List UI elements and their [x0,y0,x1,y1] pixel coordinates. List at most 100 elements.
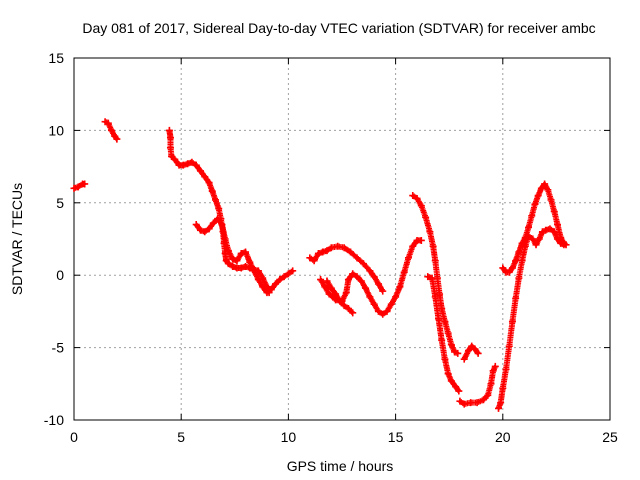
data-point [233,257,241,265]
marker-trace [499,181,569,276]
data-point [424,273,432,281]
data-point [480,396,488,404]
data-point [562,241,570,249]
data-point [171,155,179,163]
data-point [417,236,425,244]
data-point [396,283,404,291]
series-arc-4 [192,215,297,297]
data-point [471,345,479,353]
data-point [460,400,468,408]
y-tick-label: 5 [56,195,64,211]
data-point [431,257,439,265]
data-point [323,247,331,255]
data-point [166,134,174,142]
data-point [550,228,558,236]
y-axis-label: SDTVAR / TECUs [9,183,25,295]
data-point [455,387,463,395]
plot-frame [73,57,611,421]
data-point [535,235,543,243]
data-point [259,283,267,291]
data-point [340,302,348,310]
data-point [499,264,507,272]
data-point [81,180,89,188]
series-arc-5 [306,242,387,295]
data-point [541,180,549,188]
y-tick-label: -10 [44,412,64,428]
data-point [417,202,425,210]
data-point [467,399,475,407]
data-point [108,126,116,134]
data-point [426,228,434,236]
data-point [456,397,464,405]
data-point [512,257,520,265]
x-tick-label: 20 [495,429,511,445]
data-point [289,267,297,275]
data-point [218,221,226,229]
data-point [334,242,342,250]
data-point [460,355,468,363]
data-point [495,404,503,412]
data-point [229,263,237,271]
data-point [314,249,322,257]
series-arc-10 [460,342,482,363]
data-point [209,219,217,227]
data-point [505,268,513,276]
data-point [250,267,258,275]
data-point [196,167,204,175]
data-point [280,273,288,281]
data-point [344,305,352,313]
data-point [452,383,460,391]
data-point [306,254,314,262]
data-point [429,242,437,250]
data-point [484,391,492,399]
data-point [531,200,539,208]
data-point [379,287,387,295]
data-point [166,144,174,152]
data-point [246,258,254,266]
data-point [70,184,78,192]
x-axis-label: GPS time / hours [287,458,394,474]
data-point [508,318,516,326]
data-point [327,244,335,252]
data-point [359,260,367,268]
data-point [196,226,204,234]
data-point [353,254,361,262]
data-point [505,342,513,350]
data-point [537,184,545,192]
data-point [374,307,382,315]
series-arc-7 [323,277,357,317]
data-point [242,248,250,256]
data-point [444,370,452,378]
data-point [201,228,209,236]
data-point [347,248,355,256]
data-point [550,207,558,215]
data-point [454,349,462,357]
data-point [366,293,374,301]
x-tick-label: 0 [70,429,78,445]
data-point [340,244,348,252]
data-point [487,380,495,388]
data-point [165,126,173,134]
data-point [366,267,374,275]
data-point [400,268,408,276]
series-arc-1 [70,180,89,192]
data-point [441,318,449,326]
data-point [215,205,223,213]
data-point [557,234,565,242]
data-point [428,274,436,282]
data-point [317,276,325,284]
data-point [332,290,340,298]
data-point [224,260,232,268]
data-point [529,235,537,243]
data-point [434,315,442,323]
data-point [370,300,378,308]
data-point [254,276,262,284]
data-point [497,399,505,407]
data-point [553,221,561,229]
series-arc-2 [101,118,121,143]
data-point [276,276,284,284]
data-point [538,228,546,236]
data-point [310,257,318,265]
data-point [438,336,446,344]
